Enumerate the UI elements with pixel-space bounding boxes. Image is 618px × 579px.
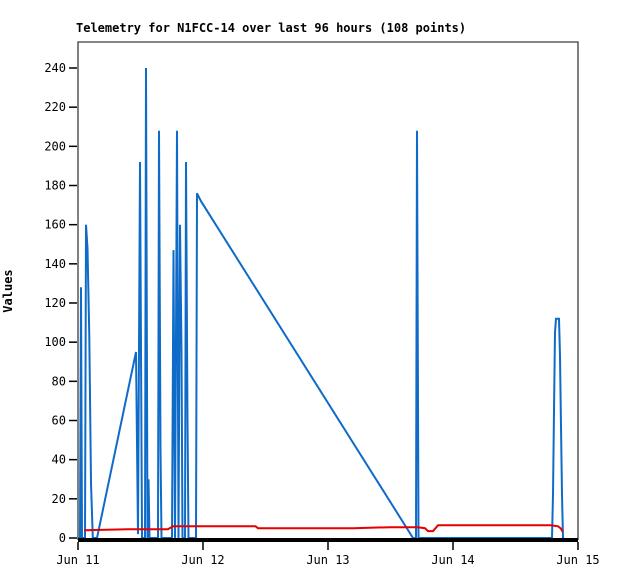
chart-title: Telemetry for N1FCC-14 over last 96 hour…: [76, 21, 467, 35]
y-tick-label: 240: [44, 61, 66, 75]
y-tick-label: 160: [44, 218, 66, 232]
x-tick-label: Jun 12: [181, 553, 224, 567]
telemetry-channel-blue: [78, 67, 564, 539]
y-tick-label: 200: [44, 139, 66, 153]
y-tick-label: 80: [52, 374, 66, 388]
y-tick-label: 180: [44, 179, 66, 193]
y-tick-label: 60: [52, 414, 66, 428]
y-tick-label: 20: [52, 492, 66, 506]
telemetry-channel-red: [83, 524, 564, 533]
x-tick-label: Jun 13: [306, 553, 349, 567]
y-tick-label: 40: [52, 453, 66, 467]
y-tick-label: 220: [44, 100, 66, 114]
y-tick-label: 0: [59, 531, 66, 545]
y-tick-label: 140: [44, 257, 66, 271]
y-tick-label: 100: [44, 335, 66, 349]
y-tick-label: 120: [44, 296, 66, 310]
x-tick-label: Jun 11: [56, 553, 99, 567]
plot-frame: [77, 41, 579, 540]
y-axis-title: Values: [1, 269, 15, 313]
x-tick-label: Jun 15: [556, 553, 599, 567]
x-tick-label: Jun 14: [431, 553, 474, 567]
